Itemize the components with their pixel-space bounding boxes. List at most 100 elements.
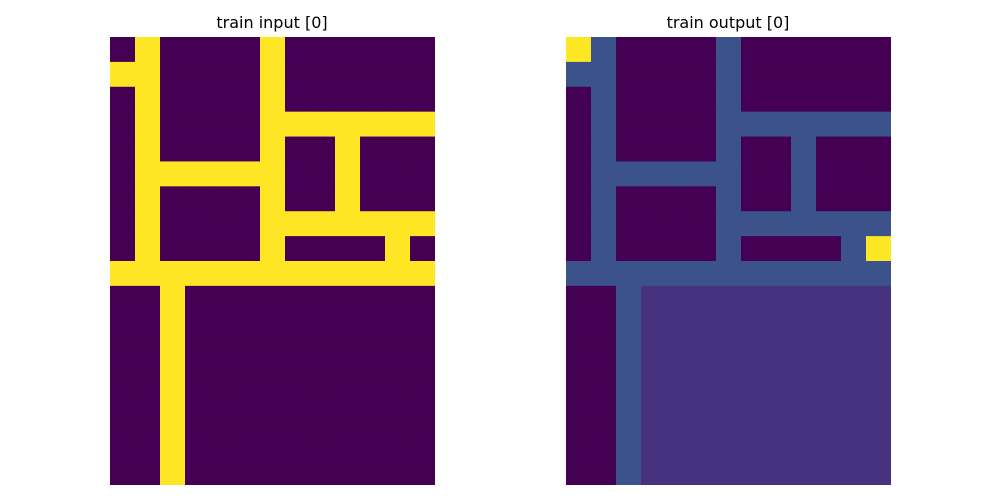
grid-cell bbox=[310, 136, 336, 163]
grid-cell bbox=[410, 460, 435, 485]
grid-cell bbox=[160, 86, 186, 113]
grid-cell bbox=[866, 261, 891, 287]
grid-cell bbox=[335, 261, 361, 287]
grid-cell bbox=[335, 37, 361, 63]
grid-cell bbox=[741, 61, 767, 88]
grid-cell bbox=[335, 111, 361, 138]
grid-cell bbox=[566, 435, 592, 461]
grid-cell bbox=[160, 460, 186, 485]
panel-title: train output [0] bbox=[666, 13, 790, 32]
grid-cell bbox=[641, 460, 667, 485]
grid-cell bbox=[766, 86, 792, 113]
grid-cell bbox=[591, 86, 617, 113]
grid-cell bbox=[210, 161, 236, 187]
grid-cell bbox=[260, 37, 286, 63]
grid-cell bbox=[285, 211, 311, 237]
grid-cell bbox=[766, 310, 792, 337]
grid-cell bbox=[235, 310, 261, 337]
grid-cell bbox=[360, 86, 386, 113]
grid-cell bbox=[335, 385, 361, 411]
grid-cell bbox=[591, 37, 617, 63]
grid-cell bbox=[385, 261, 411, 287]
grid-cell bbox=[135, 61, 161, 88]
grid-cell bbox=[791, 285, 817, 312]
grid-cell bbox=[566, 161, 592, 187]
grid-cell bbox=[591, 385, 617, 411]
grid-cell bbox=[616, 211, 642, 237]
grid-cell bbox=[360, 410, 386, 436]
grid-cell bbox=[866, 360, 891, 387]
grid-cell bbox=[285, 161, 311, 187]
grid-cell bbox=[666, 61, 692, 88]
grid-cell bbox=[866, 111, 891, 138]
grid-cell bbox=[260, 460, 286, 485]
grid-cell bbox=[260, 211, 286, 237]
grid-cell bbox=[235, 360, 261, 387]
grid-cell bbox=[135, 385, 161, 411]
grid-cell bbox=[160, 211, 186, 237]
grid-cell bbox=[335, 335, 361, 362]
grid-cell bbox=[235, 236, 261, 262]
grid-cell bbox=[335, 236, 361, 262]
grid-cell bbox=[410, 86, 435, 113]
grid-cell bbox=[641, 111, 667, 138]
grid-cell bbox=[866, 285, 891, 312]
grid-cell bbox=[260, 335, 286, 362]
grid-cell bbox=[741, 261, 767, 287]
grid-cell bbox=[691, 435, 717, 461]
grid-cell bbox=[135, 86, 161, 113]
grid-cell bbox=[841, 236, 867, 262]
grid-cell bbox=[791, 161, 817, 187]
grid-cell bbox=[110, 460, 136, 485]
grid-cell bbox=[616, 335, 642, 362]
grid-cell bbox=[691, 460, 717, 485]
grid-cell bbox=[110, 435, 136, 461]
grid-cell bbox=[335, 86, 361, 113]
grid-cell bbox=[766, 285, 792, 312]
grid-cell bbox=[360, 161, 386, 187]
grid-cell bbox=[360, 37, 386, 63]
grid-cell bbox=[641, 410, 667, 436]
grid-cell bbox=[666, 285, 692, 312]
grid-cell bbox=[716, 385, 742, 411]
grid-cell bbox=[816, 261, 842, 287]
grid-cell bbox=[641, 136, 667, 163]
grid-cell bbox=[335, 410, 361, 436]
grid-cell bbox=[691, 161, 717, 187]
grid-cell bbox=[816, 460, 842, 485]
grid-cell bbox=[135, 360, 161, 387]
grid-cell bbox=[410, 61, 435, 88]
grid-cell bbox=[235, 86, 261, 113]
grid-cell bbox=[410, 136, 435, 163]
grid-cell bbox=[235, 61, 261, 88]
grid-cell bbox=[335, 61, 361, 88]
grid-cell bbox=[716, 86, 742, 113]
grid-cell bbox=[260, 360, 286, 387]
grid-cell bbox=[310, 111, 336, 138]
grid-cell bbox=[641, 360, 667, 387]
grid-cell bbox=[766, 161, 792, 187]
grid-cell bbox=[210, 335, 236, 362]
grid-cell bbox=[616, 410, 642, 436]
grid-cell bbox=[210, 37, 236, 63]
grid-cell bbox=[716, 136, 742, 163]
grid-cell bbox=[360, 285, 386, 312]
grid-cell bbox=[766, 111, 792, 138]
grid-cell bbox=[285, 335, 311, 362]
grid-cell bbox=[285, 385, 311, 411]
grid-cell bbox=[185, 186, 211, 212]
grid-cell bbox=[235, 285, 261, 312]
grid-cell bbox=[285, 37, 311, 63]
grid-cell bbox=[385, 285, 411, 312]
grid-cell bbox=[185, 136, 211, 163]
grid-cell bbox=[135, 285, 161, 312]
grid-cell bbox=[385, 61, 411, 88]
grid-cell bbox=[591, 460, 617, 485]
grid-cell bbox=[866, 161, 891, 187]
grid-cell bbox=[260, 410, 286, 436]
grid-cell bbox=[566, 310, 592, 337]
grid-cell bbox=[591, 136, 617, 163]
grid-cell bbox=[335, 161, 361, 187]
grid-cell bbox=[841, 86, 867, 113]
grid-cell bbox=[716, 410, 742, 436]
